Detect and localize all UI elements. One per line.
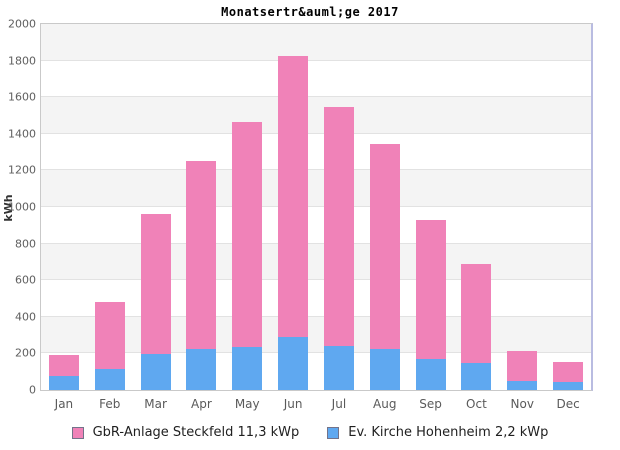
bar-segment-gbr-anlage bbox=[95, 302, 125, 369]
legend: GbR-Anlage Steckfeld 11,3 kWp Ev. Kirche… bbox=[0, 425, 620, 440]
chart-title: Monatsertr&auml;ge 2017 bbox=[221, 5, 399, 19]
legend-label: GbR-Anlage Steckfeld 11,3 kWp bbox=[92, 425, 300, 440]
y-tick-label: 1000 bbox=[8, 200, 36, 214]
y-tick-label: 1400 bbox=[8, 127, 36, 141]
bar-segment-ev-kirche bbox=[278, 337, 308, 390]
x-tick-label: Jul bbox=[331, 397, 347, 411]
plot-area bbox=[40, 23, 593, 391]
bar-segment-gbr-anlage bbox=[49, 355, 79, 376]
bar-segment-ev-kirche bbox=[507, 381, 537, 390]
x-tick-label: Dec bbox=[556, 397, 580, 411]
y-tick-label: 600 bbox=[15, 273, 36, 287]
x-tick-label: Oct bbox=[466, 397, 487, 411]
y-tick-label: 1200 bbox=[8, 163, 36, 177]
x-tick-label: Nov bbox=[510, 397, 534, 411]
y-tick-label: 200 bbox=[15, 346, 36, 360]
plot-band bbox=[41, 207, 591, 244]
y-tick-label: 0 bbox=[29, 383, 36, 397]
y-tick-label: 1600 bbox=[8, 90, 36, 104]
bar-segment-ev-kirche bbox=[141, 354, 171, 390]
bar-segment-ev-kirche bbox=[461, 363, 491, 390]
plot-band bbox=[41, 133, 591, 171]
y-tick-label: 2000 bbox=[8, 17, 36, 31]
x-tick-label: Jun bbox=[283, 397, 303, 411]
legend-item-ev-kirche: Ev. Kirche Hohenheim 2,2 kWp bbox=[327, 425, 548, 440]
bar-segment-gbr-anlage bbox=[186, 161, 216, 349]
plot-band bbox=[41, 316, 591, 354]
y-axis: 0 200 400 600 800 1000 1200 1400 1600 1800 2000 bbox=[0, 18, 36, 397]
bar-segment-ev-kirche bbox=[49, 376, 79, 390]
bar-segment-ev-kirche bbox=[324, 346, 354, 390]
bar-segment-ev-kirche bbox=[232, 347, 262, 390]
bar-segment-gbr-anlage bbox=[461, 264, 491, 363]
y-tick-label: 1800 bbox=[8, 54, 36, 68]
plot-band bbox=[41, 60, 591, 98]
bar-segment-gbr-anlage bbox=[416, 220, 446, 359]
x-tick-label: Mar bbox=[144, 397, 167, 411]
y-tick-label: 800 bbox=[15, 237, 36, 251]
bar-segment-gbr-anlage bbox=[507, 351, 537, 381]
bar-segment-ev-kirche bbox=[95, 369, 125, 390]
bar-segment-gbr-anlage bbox=[278, 56, 308, 337]
x-tick-label: Feb bbox=[99, 397, 121, 411]
plot-band bbox=[41, 24, 591, 61]
legend-swatch-pink-icon bbox=[71, 426, 84, 439]
plot-band bbox=[41, 243, 591, 281]
bar-segment-ev-kirche bbox=[186, 349, 216, 390]
legend-label: Ev. Kirche Hohenheim 2,2 kWp bbox=[348, 425, 549, 440]
bar-segment-ev-kirche bbox=[553, 382, 583, 390]
bar-segment-gbr-anlage bbox=[553, 362, 583, 382]
x-axis: Jan Feb Mar Apr May Jun Jul Aug Sep Oct Nov Dec bbox=[41, 397, 591, 411]
bar-segment-ev-kirche bbox=[370, 349, 400, 390]
x-tick-label: Apr bbox=[191, 397, 212, 411]
legend-item-gbr-anlage: GbR-Anlage Steckfeld 11,3 kWp bbox=[71, 425, 300, 440]
bar-segment-ev-kirche bbox=[416, 359, 446, 390]
plot-band bbox=[41, 97, 591, 134]
x-tick-label: Aug bbox=[373, 397, 397, 411]
bar-segment-gbr-anlage bbox=[232, 122, 262, 347]
bar-segment-gbr-anlage bbox=[324, 107, 354, 346]
x-tick-label: Jan bbox=[54, 397, 74, 411]
x-tick-label: May bbox=[234, 397, 260, 411]
bar-segment-gbr-anlage bbox=[141, 214, 171, 354]
y-tick-label: 400 bbox=[15, 310, 36, 324]
x-tick-label: Sep bbox=[419, 397, 442, 411]
plot-band bbox=[41, 280, 591, 317]
plot-band bbox=[41, 170, 591, 207]
plot-band bbox=[41, 353, 591, 390]
bar-segment-gbr-anlage bbox=[370, 144, 400, 349]
legend-swatch-blue-icon bbox=[327, 426, 340, 439]
